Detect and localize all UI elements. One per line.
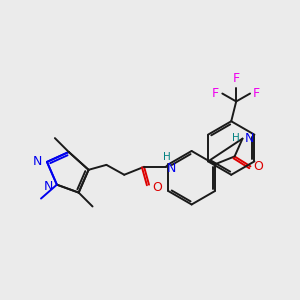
Text: O: O	[254, 160, 263, 173]
Text: H: H	[163, 152, 171, 162]
Text: H: H	[232, 133, 239, 142]
Text: N: N	[244, 132, 254, 145]
Text: F: F	[212, 87, 219, 100]
Text: N: N	[33, 155, 42, 168]
Text: F: F	[253, 87, 260, 100]
Text: F: F	[232, 72, 240, 85]
Text: O: O	[152, 181, 162, 194]
Text: N: N	[44, 180, 53, 193]
Text: N: N	[167, 162, 176, 175]
